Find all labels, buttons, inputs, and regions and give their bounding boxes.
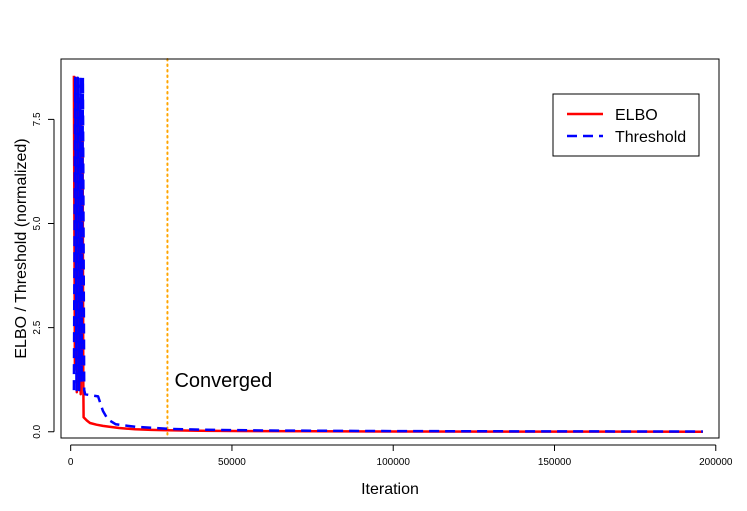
legend-label-threshold: Threshold [615,129,686,146]
y-axis: 0.0 2.5 5.0 7.5 [32,112,55,439]
legend-box [552,93,700,157]
x-axis-title: Iteration [361,481,419,498]
legend-label-elbo: ELBO [615,107,658,124]
plot-frame [60,58,720,439]
y-tick-label: 5.0 [32,216,43,230]
x-tick-label: 100000 [377,457,411,468]
series-line-threshold [72,76,703,433]
legend: ELBO Threshold [552,93,700,157]
lines-layer [72,58,703,439]
converged-annotation: Converged [174,370,272,392]
x-tick-label: 50000 [218,457,246,468]
x-tick-label: 0 [68,457,74,468]
x-axis: 0 50000 100000 150000 200000 [68,444,733,468]
y-tick-label: 2.5 [32,320,43,334]
x-tick-label: 150000 [538,457,572,468]
y-axis-title: ELBO / Threshold (normalized) [13,138,30,358]
y-tick-label: 0.0 [32,424,43,438]
x-tick-label: 200000 [699,457,733,468]
y-tick-label: 7.5 [32,112,43,126]
